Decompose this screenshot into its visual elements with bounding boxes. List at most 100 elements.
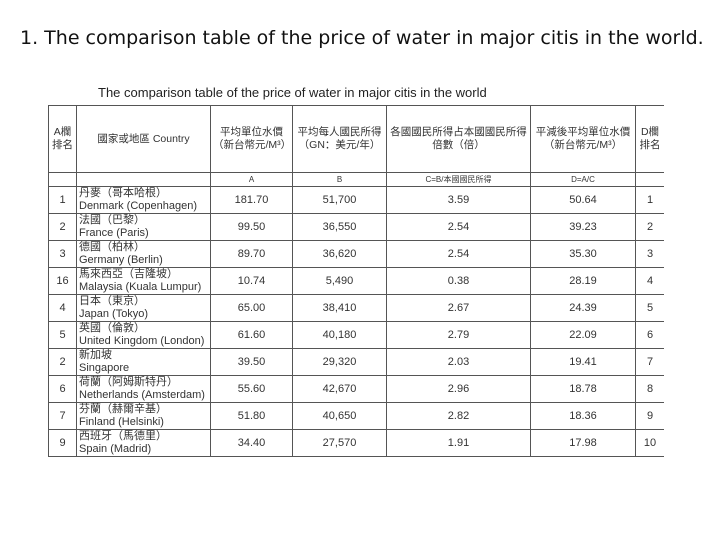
subheader-row: A B C=B/本國國民所得 D=A/C (48, 172, 664, 187)
value-cell: 40,650 (292, 402, 387, 430)
rank-cell: 1 (48, 186, 77, 214)
country-zh: 丹麥（哥本哈根） (79, 187, 167, 200)
country-zh: 荷蘭（阿姆斯特丹） (79, 376, 178, 389)
country-en: Singapore (79, 362, 130, 374)
header-row: A欄排名 國家或地區 Country 平均單位水價（新台幣元/M³） 平均每人國民所得… (48, 105, 664, 173)
header-cell: 平減後平均單位水價（新台幣元/M³） (530, 105, 636, 173)
value-cell: 1.91 (386, 429, 531, 457)
value-cell: 28.19 (530, 267, 636, 295)
value-cell: 61.60 (210, 321, 293, 349)
value-cell: 18.36 (530, 402, 636, 430)
value-cell: 89.70 (210, 240, 293, 268)
country-en: Germany (Berlin) (79, 254, 163, 266)
subheader-cell: B (292, 172, 387, 187)
rank-cell: 4 (48, 294, 77, 322)
country-en: Denmark (Copenhagen) (79, 200, 198, 212)
table-row: 1 丹麥（哥本哈根） Denmark (Copenhagen) 181.70 51,70… (48, 186, 664, 214)
country-zh: 新加坡 (79, 349, 112, 362)
country-cell: 新加坡 Singapore (76, 348, 211, 376)
value-cell: 55.60 (210, 375, 293, 403)
value-cell: 29,320 (292, 348, 387, 376)
country-cell: 日本（東京） Japan (Tokyo) (76, 294, 211, 322)
header-cell: 各國國民所得占本國國民所得倍數（倍） (386, 105, 531, 173)
table-row: 6 荷蘭（阿姆斯特丹） Netherlands (Amsterdam) 55.60 42… (48, 375, 664, 403)
heading: 1. The comparison table of the price of … (20, 27, 704, 49)
country-cell: 芬蘭（赫爾辛基） Finland (Helsinki) (76, 402, 211, 430)
rank-cell: 2 (48, 348, 77, 376)
value-cell: 27,570 (292, 429, 387, 457)
value-cell: 36,620 (292, 240, 387, 268)
subheader-cell: D=A/C (530, 172, 636, 187)
value-cell: 65.00 (210, 294, 293, 322)
value-cell: 5 (635, 294, 664, 322)
value-cell: 19.41 (530, 348, 636, 376)
value-cell: 3.59 (386, 186, 531, 214)
country-en: United Kingdom (London) (79, 335, 205, 347)
value-cell: 3 (635, 240, 664, 268)
value-cell: 2.54 (386, 240, 531, 268)
country-en: Finland (Helsinki) (79, 416, 164, 428)
table-row: 16 馬來西亞（吉隆坡） Malaysia (Kuala Lumpur) 10.74 5… (48, 267, 664, 295)
value-cell: 2.54 (386, 213, 531, 241)
header-cell: 國家或地區 Country (76, 105, 211, 173)
table-row: 5 英國（倫敦） United Kingdom (London) 61.60 40,18… (48, 321, 664, 349)
value-cell: 38,410 (292, 294, 387, 322)
header-cell: 平均每人國民所得（GN：美元/年） (292, 105, 387, 173)
value-cell: 2.82 (386, 402, 531, 430)
subheader-cell: C=B/本國國民所得 (386, 172, 531, 187)
subheader-cell (76, 172, 211, 187)
value-cell: 10.74 (210, 267, 293, 295)
country-cell: 馬來西亞（吉隆坡） Malaysia (Kuala Lumpur) (76, 267, 211, 295)
value-cell: 2.79 (386, 321, 531, 349)
country-en: Netherlands (Amsterdam) (79, 389, 205, 401)
table-title: The comparison table of the price of wat… (98, 85, 487, 100)
value-cell: 39.50 (210, 348, 293, 376)
country-cell: 德國（柏林） Germany (Berlin) (76, 240, 211, 268)
table-body: 1 丹麥（哥本哈根） Denmark (Copenhagen) 181.70 51,70… (48, 186, 664, 457)
table-wrap: A欄排名 國家或地區 Country 平均單位水價（新台幣元/M³） 平均每人國民所得… (48, 105, 664, 520)
value-cell: 39.23 (530, 213, 636, 241)
value-cell: 2.03 (386, 348, 531, 376)
country-en: Japan (Tokyo) (79, 308, 149, 320)
country-en: Spain (Madrid) (79, 443, 152, 455)
rank-cell: 6 (48, 375, 77, 403)
rank-cell: 2 (48, 213, 77, 241)
subheader-cell (48, 172, 77, 187)
value-cell: 0.38 (386, 267, 531, 295)
rank-cell: 3 (48, 240, 77, 268)
rank-cell: 7 (48, 402, 77, 430)
value-cell: 4 (635, 267, 664, 295)
value-cell: 2.96 (386, 375, 531, 403)
value-cell: 51.80 (210, 402, 293, 430)
rank-cell: 9 (48, 429, 77, 457)
header-cell: D欄排名 (635, 105, 664, 173)
table: A欄排名 國家或地區 Country 平均單位水價（新台幣元/M³） 平均每人國民所得… (48, 105, 664, 457)
value-cell: 35.30 (530, 240, 636, 268)
country-zh: 馬來西亞（吉隆坡） (79, 268, 178, 281)
country-cell: 荷蘭（阿姆斯特丹） Netherlands (Amsterdam) (76, 375, 211, 403)
country-zh: 西班牙（馬德里） (79, 430, 167, 443)
country-zh: 英國（倫敦） (79, 322, 145, 335)
country-cell: 西班牙（馬德里） Spain (Madrid) (76, 429, 211, 457)
country-cell: 英國（倫敦） United Kingdom (London) (76, 321, 211, 349)
country-zh: 德國（柏林） (79, 241, 145, 254)
table-row: 7 芬蘭（赫爾辛基） Finland (Helsinki) 51.80 40,650 2.… (48, 402, 664, 430)
rank-cell: 16 (48, 267, 77, 295)
value-cell: 181.70 (210, 186, 293, 214)
value-cell: 51,700 (292, 186, 387, 214)
value-cell: 99.50 (210, 213, 293, 241)
country-cell: 法國（巴黎） France (Paris) (76, 213, 211, 241)
table-row: 3 德國（柏林） Germany (Berlin) 89.70 36,620 2.54 35… (48, 240, 664, 268)
subheader-cell: A (210, 172, 293, 187)
value-cell: 22.09 (530, 321, 636, 349)
header-cell: A欄排名 (48, 105, 77, 173)
country-zh: 芬蘭（赫爾辛基） (79, 403, 167, 416)
value-cell: 1 (635, 186, 664, 214)
value-cell: 34.40 (210, 429, 293, 457)
value-cell: 9 (635, 402, 664, 430)
value-cell: 6 (635, 321, 664, 349)
table-row: 9 西班牙（馬德里） Spain (Madrid) 34.40 27,570 1.91 17… (48, 429, 664, 457)
country-en: Malaysia (Kuala Lumpur) (79, 281, 202, 293)
table-row: 2 新加坡 Singapore 39.50 29,320 2.03 19.41 7 (48, 348, 664, 376)
